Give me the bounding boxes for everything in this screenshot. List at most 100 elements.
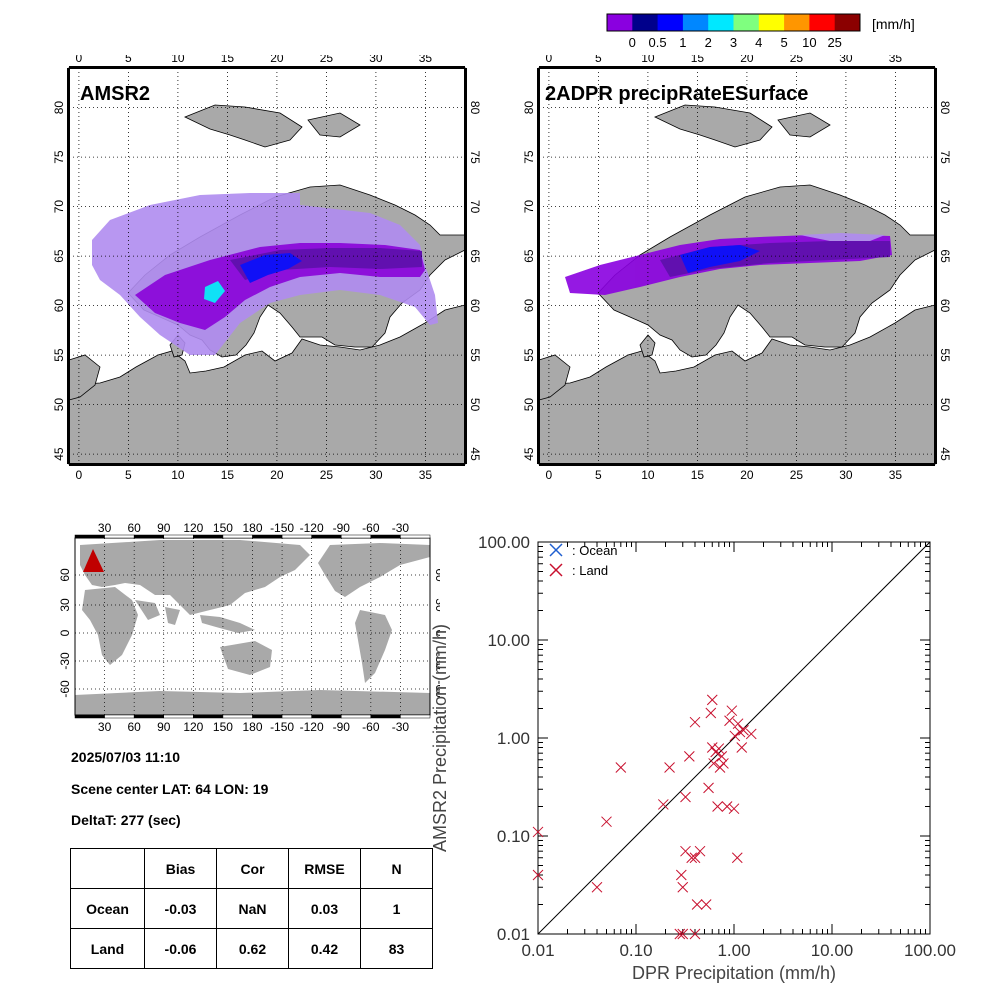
lon-tick-label: 30 [369, 468, 383, 482]
dpr-precip-overlay [565, 233, 892, 295]
lat-tick-label: 75 [52, 150, 66, 164]
map-frame-bar-left [67, 68, 70, 464]
lon-tick-label: 0 [546, 55, 553, 65]
edge-bar-segment [281, 534, 312, 539]
colorbar-cell [834, 14, 861, 31]
lon-tick-label: 5 [125, 55, 132, 65]
x-tick-label: 0.01 [521, 941, 554, 960]
lon-tick-label: 0 [76, 468, 83, 482]
colorbar-cell [632, 14, 659, 31]
table-header-cell: RMSE [288, 848, 361, 889]
scatter-point [674, 928, 686, 940]
colorbar-label: 10 [802, 35, 816, 50]
map-frame-bar-top [69, 66, 465, 69]
lat-tick-label: 75 [522, 150, 536, 164]
table-row: Land -0.06 0.62 0.42 83 [70, 928, 433, 969]
scatter-point [664, 762, 675, 773]
edge-bar-segment [341, 714, 372, 719]
colorbar-cell [708, 14, 734, 31]
colorbar-label: 4 [755, 35, 762, 50]
lat-tick-label: 50 [468, 398, 482, 412]
colorbar-label: 0.5 [649, 35, 667, 50]
scatter-point [683, 750, 695, 762]
precip-light-patch [800, 233, 885, 241]
world-map-grid [75, 538, 430, 715]
lat-tick-label: 60 [938, 299, 952, 313]
table-cell: Land [70, 928, 145, 969]
lon-tick-label: 180 [242, 720, 262, 734]
lon-tick-label: 180 [242, 521, 262, 535]
lon-tick-label: 25 [320, 55, 334, 65]
lat-tick-label: 70 [52, 200, 66, 214]
lat-tick-label: -30 [58, 652, 72, 670]
colorbar-cell [657, 14, 684, 31]
colorbar: [mm/h] 0 0.5 1 2 3 4 5 10 25 [606, 13, 915, 50]
scatter-point [736, 742, 748, 753]
edge-bar-segment [281, 714, 312, 719]
scatter-point [532, 826, 544, 838]
table-cell: 0.42 [288, 928, 361, 969]
lat-tick-label: 80 [938, 101, 952, 115]
y-tick-label: 0.10 [497, 827, 530, 846]
lon-tick-label: 0 [546, 468, 553, 482]
lon-tick-label: 150 [213, 521, 233, 535]
scatter-point [729, 730, 741, 742]
colorbar-frame [606, 13, 861, 32]
table-header-cell: N [360, 848, 433, 889]
table-header-row: Bias Cor RMSE N [70, 848, 433, 889]
colorbar-unit: [mm/h] [872, 16, 915, 32]
scene-datetime: 2025/07/03 11:10 [71, 749, 180, 765]
colorbar-cell [809, 14, 836, 31]
lat-tick-label: 30 [433, 598, 440, 612]
map-frame-bar-right [934, 68, 937, 464]
lon-tick-label: 25 [320, 468, 334, 482]
map-frame-bar-right [464, 68, 467, 464]
scatter-point [615, 762, 627, 773]
x-tick-label: 10.00 [811, 941, 854, 960]
edge-bar-segment [222, 714, 253, 719]
colorbar-cells [607, 14, 861, 31]
lon-tick-label: 10 [171, 468, 185, 482]
scatter-plot: 0.010.01 0.10 0.10 1.00 1.00 10.00 10.00 100.00… [430, 533, 956, 983]
colorbar-labels: 0 0.5 1 2 3 4 5 10 25 [629, 35, 842, 50]
scatter-point [686, 852, 698, 864]
table-header-cell: Cor [216, 848, 289, 889]
lat-tick-label: 65 [522, 249, 536, 263]
lon-tick-label: 120 [183, 521, 203, 535]
colorbar-cell [733, 14, 760, 31]
x-tick-label: 100.00 [904, 941, 956, 960]
colorbar-label: 1 [679, 35, 686, 50]
map-frame-bar-top [539, 66, 935, 69]
lon-tick-label: 15 [221, 468, 235, 482]
lat-tick-label: 55 [522, 348, 536, 362]
edge-bar-segment [400, 534, 431, 539]
edge-bar-segment [341, 534, 372, 539]
world-map-tick-labels: 30 60 90 120 150 180 -150 -120 -90 -60 -30 30 60 90 12… [58, 521, 440, 734]
lon-tick-label: 35 [419, 468, 433, 482]
table-cell: 1 [360, 888, 433, 929]
map-frame-bar-bottom [539, 463, 935, 466]
lat-tick-label: -30 [433, 652, 440, 670]
lon-tick-label: 35 [889, 468, 903, 482]
scatter-point [689, 928, 701, 940]
legend-label: : Land [572, 563, 608, 578]
map-frame-bar-bottom [69, 463, 465, 466]
scatter-point [657, 799, 669, 810]
lon-tick-label: 5 [595, 468, 602, 482]
lon-tick-label: 5 [125, 468, 132, 482]
world-overview-map: 30 60 90 120 150 180 -150 -120 -90 -60 -30 30 60 90 12… [58, 521, 440, 734]
scatter-point [689, 716, 701, 728]
scatter-point [721, 801, 733, 812]
lon-tick-label: 60 [127, 521, 141, 535]
scatter-point [713, 743, 725, 754]
legend-marker [549, 543, 563, 557]
precip-cyan-core [204, 281, 225, 303]
lon-tick-label: 20 [270, 468, 284, 482]
lon-tick-label: -90 [333, 521, 351, 535]
lat-tick-label: 30 [58, 598, 72, 612]
table-cell: Ocean [70, 888, 145, 929]
lat-tick-label: -60 [433, 680, 440, 698]
lon-tick-label: -30 [392, 720, 410, 734]
